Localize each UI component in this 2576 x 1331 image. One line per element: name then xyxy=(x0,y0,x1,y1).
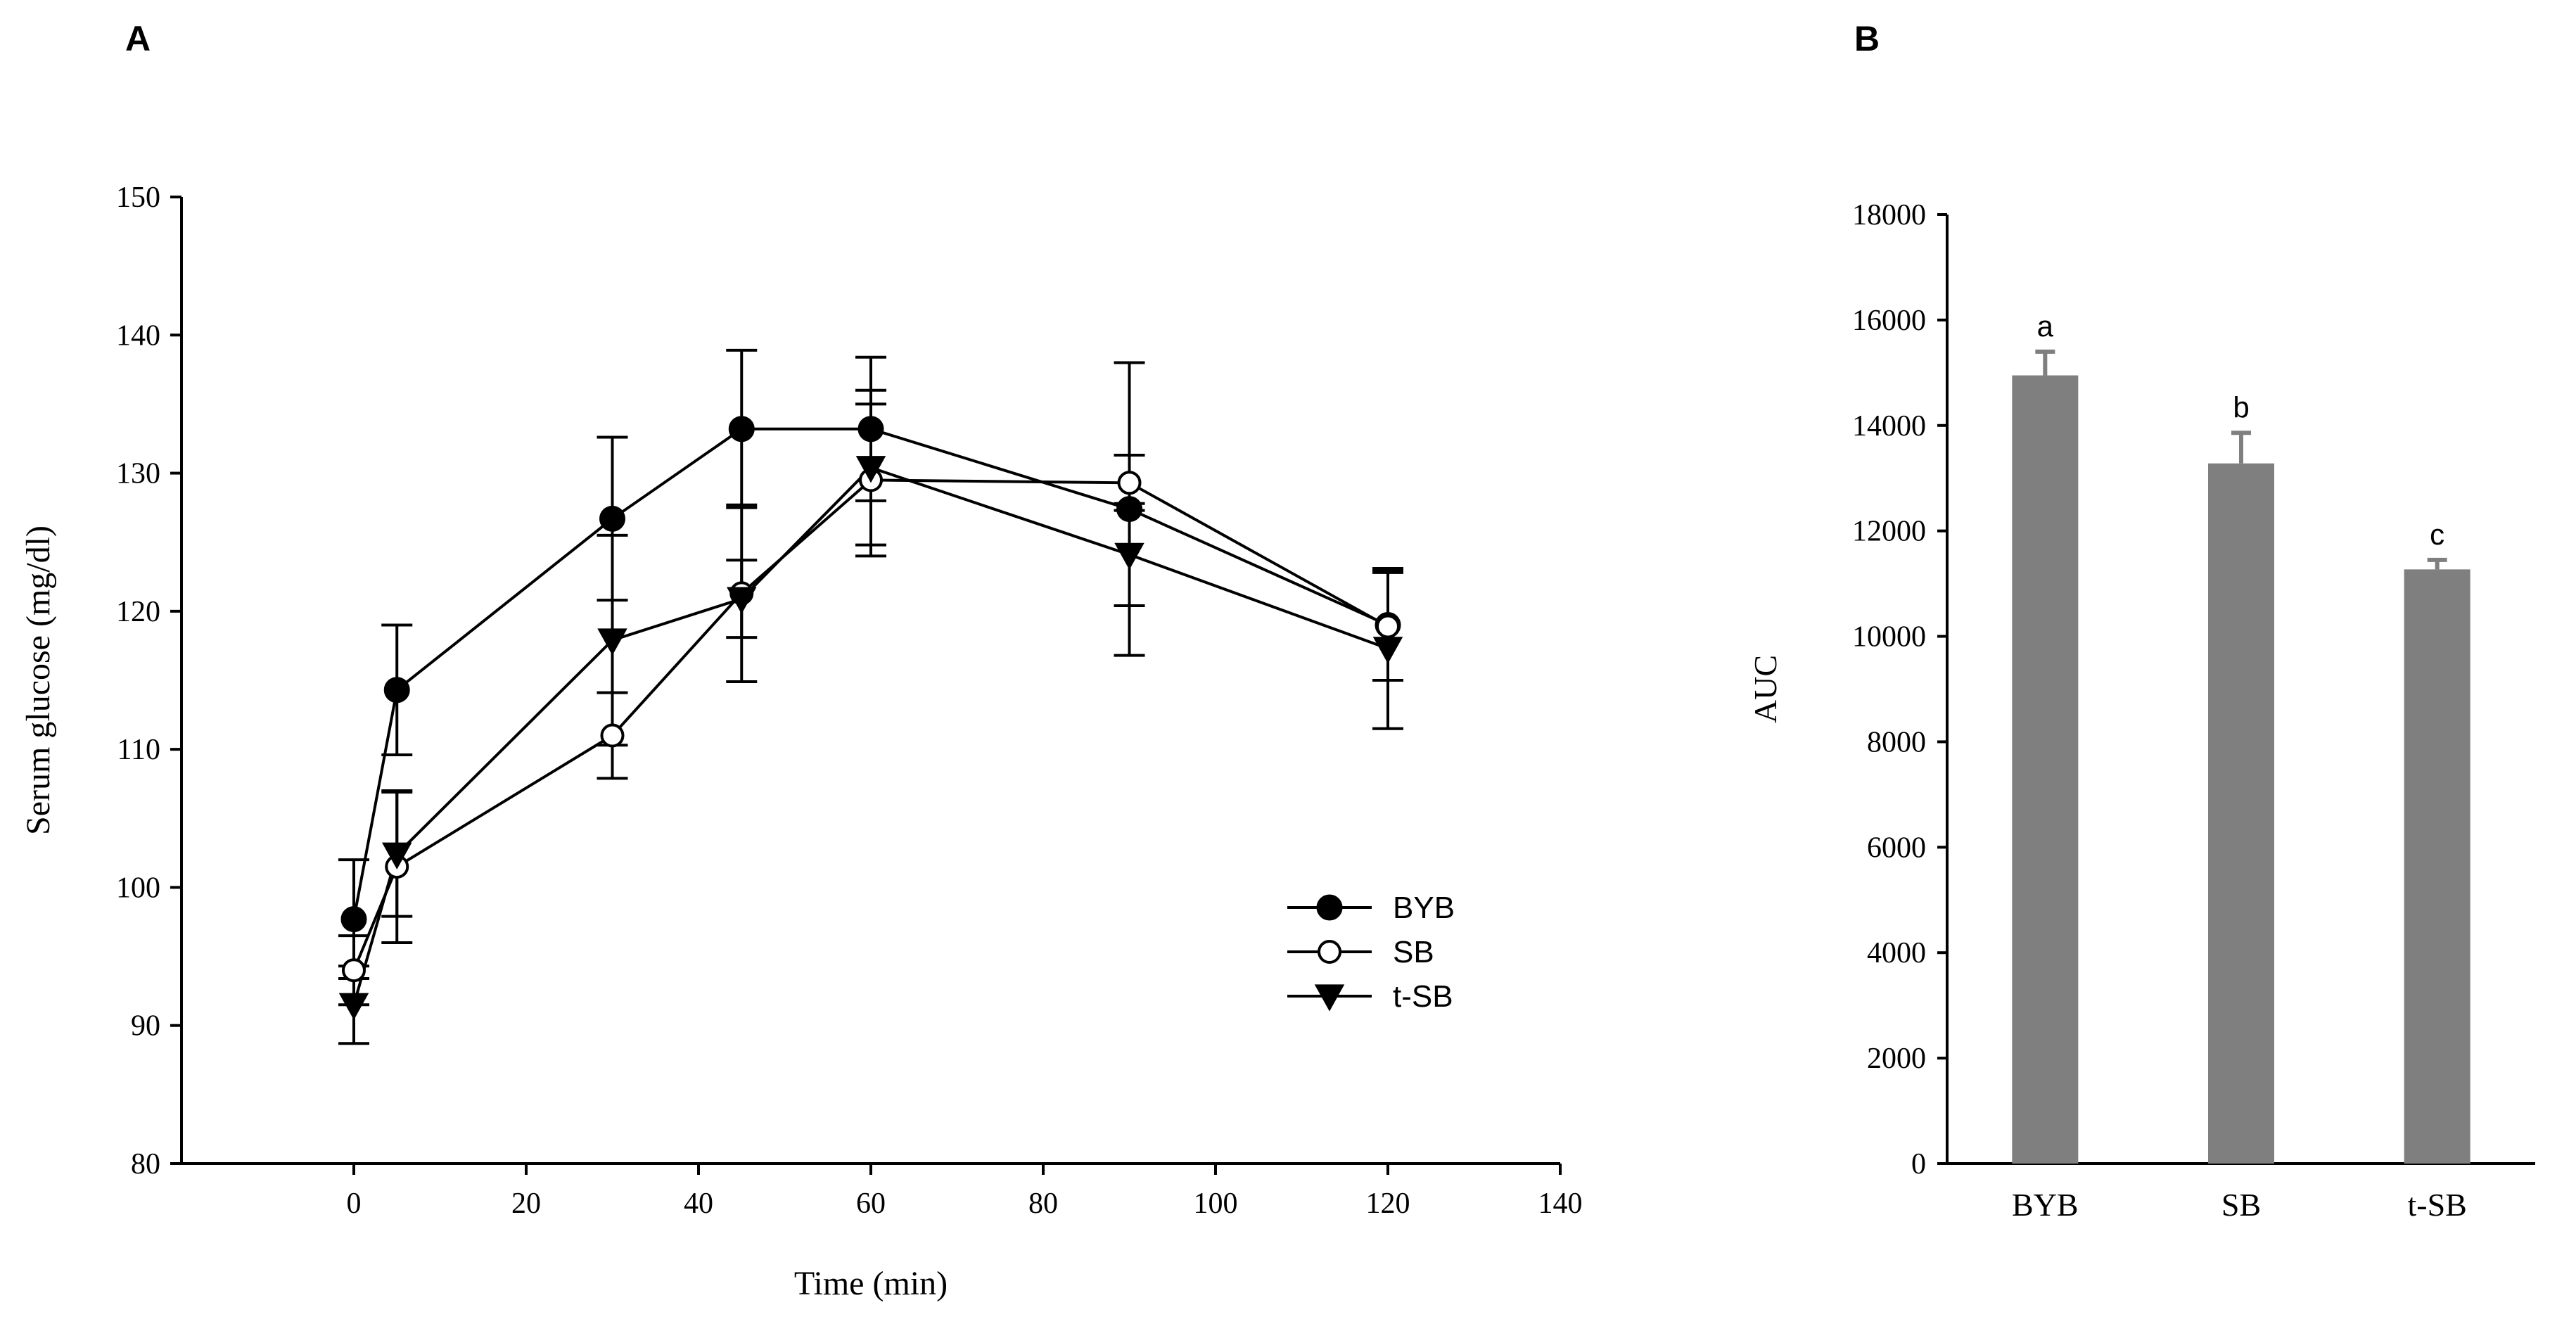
significance-label: b xyxy=(2233,390,2249,424)
data-point-marker xyxy=(1117,471,1142,495)
x-tick-label: 60 xyxy=(856,1187,886,1220)
y-tick-label: 10000 xyxy=(1852,621,1926,654)
y-tick-label: 130 xyxy=(116,458,160,490)
data-point-marker xyxy=(340,906,367,933)
significance-label: c xyxy=(2430,518,2444,551)
y-tick-label: 12000 xyxy=(1852,516,1926,548)
data-point-marker xyxy=(728,416,755,442)
bar-chart-auc: 0 2000 4000 6000 8000 10000 12000 14000 16000 180… xyxy=(1747,199,2535,1223)
x-tick-label: 20 xyxy=(511,1187,541,1220)
data-point-marker xyxy=(857,416,884,442)
x-tick-label: t-SB xyxy=(2407,1187,2466,1223)
data-point-marker xyxy=(597,628,627,656)
bar-t-sb xyxy=(2404,569,2470,1164)
y-tick-label: 0 xyxy=(1911,1148,1926,1180)
y-axis-label: AUC xyxy=(1747,655,1783,723)
x-tick-label: 80 xyxy=(1028,1187,1058,1220)
data-point-marker xyxy=(1314,984,1345,1012)
data-point-marker xyxy=(383,677,410,703)
x-tick-label: 0 xyxy=(347,1187,362,1220)
y-tick-label: 100 xyxy=(116,872,160,904)
y-tick-label: 16000 xyxy=(1852,305,1926,337)
y-axis-label: Serum glucose (mg/dl) xyxy=(20,526,57,835)
line-chart-serum-glucose: 80 90 100 110 120 130 140 150 0 20 40 60 80 100 120 140… xyxy=(20,182,1583,1302)
y-tick-label: 150 xyxy=(116,182,160,214)
data-point-marker xyxy=(1316,894,1343,921)
data-point-marker xyxy=(1376,614,1400,639)
x-tick-label: 140 xyxy=(1538,1187,1583,1220)
legend-label-byb: BYB xyxy=(1393,891,1455,925)
y-tick-label: 4000 xyxy=(1867,937,1926,969)
data-point-marker xyxy=(1372,637,1403,664)
data-point-marker xyxy=(342,958,366,983)
data-point-marker xyxy=(1114,542,1144,570)
panel-b-label: B xyxy=(1854,19,1880,58)
y-tick-label: 8000 xyxy=(1867,726,1926,758)
y-tick-label: 140 xyxy=(116,319,160,352)
y-tick-label: 2000 xyxy=(1867,1043,1926,1075)
data-point-marker xyxy=(727,587,757,614)
x-tick-label: 40 xyxy=(684,1187,713,1220)
legend-label-t-sb: t-SB xyxy=(1393,979,1453,1014)
bar-sb xyxy=(2208,463,2274,1164)
data-point-marker xyxy=(1318,940,1341,964)
x-tick-label: 100 xyxy=(1194,1187,1238,1220)
data-point-marker xyxy=(1116,496,1142,523)
significance-label: a xyxy=(2037,310,2054,343)
data-point-marker xyxy=(855,456,886,483)
x-tick-label: SB xyxy=(2221,1187,2261,1223)
y-tick-label: 6000 xyxy=(1867,832,1926,864)
y-tick-label: 90 xyxy=(131,1010,160,1043)
y-tick-label: 120 xyxy=(116,596,160,628)
x-tick-label: 120 xyxy=(1366,1187,1410,1220)
y-tick-label: 80 xyxy=(131,1148,160,1180)
y-tick-label: 18000 xyxy=(1852,199,1926,231)
bar-byb xyxy=(2012,375,2079,1164)
y-tick-label: 110 xyxy=(117,734,160,766)
data-point-marker xyxy=(600,723,625,748)
data-point-marker xyxy=(338,993,369,1020)
x-axis-label: Time (min) xyxy=(794,1265,948,1302)
legend-label-sb: SB xyxy=(1393,935,1434,969)
y-tick-label: 14000 xyxy=(1852,410,1926,442)
panel-a-label: A xyxy=(125,19,151,58)
data-point-marker xyxy=(382,842,412,870)
data-point-marker xyxy=(599,505,625,532)
x-tick-label: BYB xyxy=(2012,1187,2079,1223)
